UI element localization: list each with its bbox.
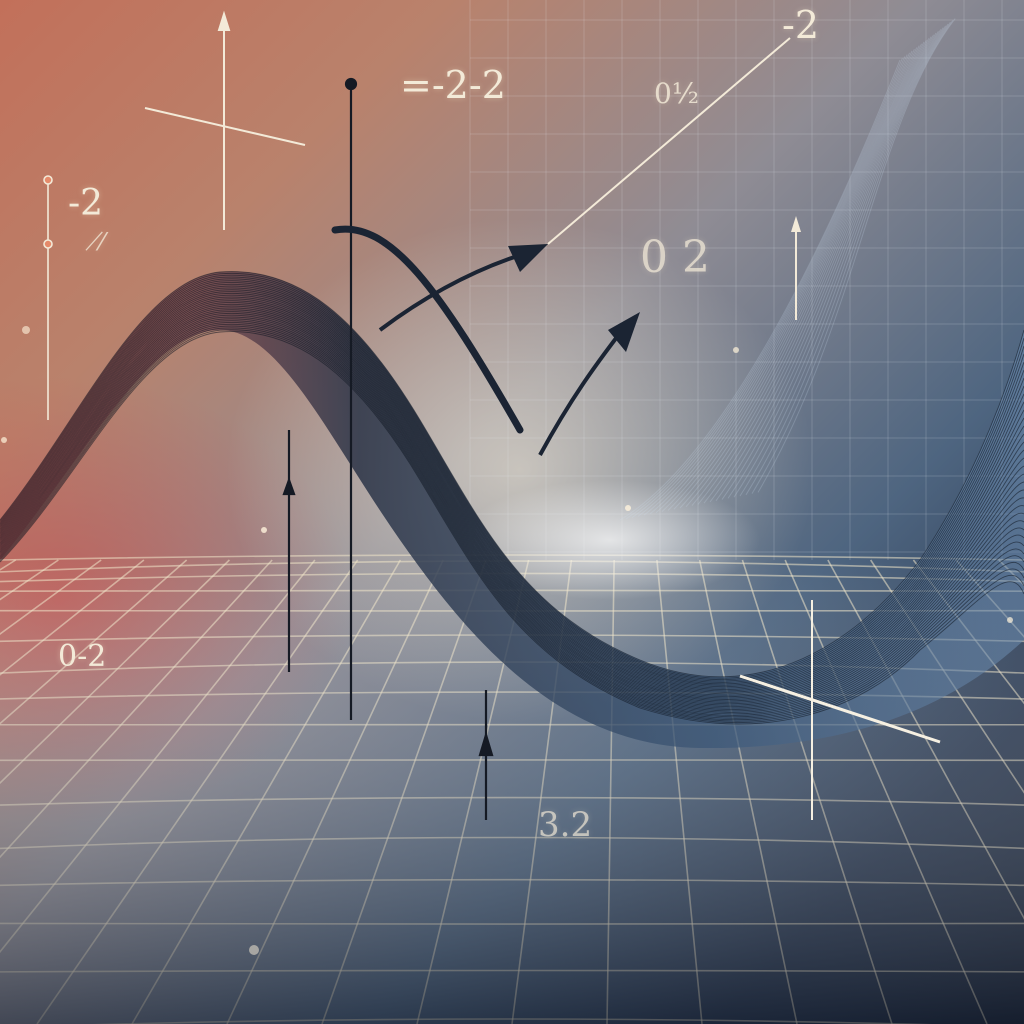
math-label-upper-mid: 0½	[654, 77, 699, 110]
wave-mesh-line	[0, 278, 1024, 683]
background-wave-line	[733, 25, 947, 498]
wave-mesh-line	[0, 287, 1024, 690]
background-wave-line	[685, 39, 927, 508]
math-label-lower-left: 0-2	[58, 639, 107, 674]
wave-mesh-line	[0, 318, 1024, 715]
background-wave-line	[697, 36, 932, 505]
vertical-markers	[282, 77, 494, 820]
wave-surface	[0, 271, 1024, 749]
math-label-center-right: 0 2	[640, 232, 710, 283]
background-wave-line	[625, 58, 903, 520]
wave-mesh-line	[0, 322, 1024, 718]
left-thin-markers	[43, 175, 53, 420]
background-wave-line	[637, 54, 908, 517]
wave-mesh-line	[0, 316, 1024, 713]
background-wave-line	[619, 59, 901, 521]
wave-mesh-line	[0, 329, 1024, 723]
background-wave-line	[751, 20, 954, 494]
wave-mesh-lines	[0, 271, 1024, 725]
wave-mesh-line	[0, 314, 1024, 712]
wave-mesh-line	[0, 271, 1024, 678]
background-wave-line	[655, 48, 915, 514]
background-wave-line	[739, 23, 949, 497]
background-wave-line	[757, 18, 956, 493]
wave-mesh-line	[0, 325, 1024, 721]
background-wave-line	[691, 38, 930, 506]
coordinate-axes	[144, 10, 306, 230]
wave-mesh-line	[0, 289, 1024, 692]
wave-mesh-line	[0, 309, 1024, 708]
wave-mesh-line	[0, 312, 1024, 710]
background-wave-line	[715, 30, 939, 502]
math-label-left-small: ⁄̸	[100, 228, 105, 256]
wave-mesh-line	[0, 280, 1024, 685]
wave-mesh-line	[0, 298, 1024, 699]
background-wave-surface	[619, 18, 956, 521]
background-wave-line	[727, 27, 944, 499]
background-wave-line	[673, 43, 923, 510]
background-wave-line	[721, 29, 942, 500]
wave-mesh-line	[0, 323, 1024, 719]
math-label-left: -2	[68, 183, 104, 224]
wave-mesh-line	[0, 283, 1024, 688]
wave-mesh-line	[0, 276, 1024, 682]
math-label-bottom: 3.2	[538, 805, 593, 845]
lower-right-axis-cross	[739, 600, 941, 820]
curved-arrows	[331, 37, 801, 456]
wave-mesh-line	[0, 305, 1024, 705]
wave-mesh-line	[0, 296, 1024, 698]
wave-mesh-line	[0, 303, 1024, 703]
wave-mesh-line	[0, 311, 1024, 709]
background-wave-line	[709, 32, 937, 503]
background-wave-line	[643, 52, 911, 516]
background-wave-line	[649, 50, 913, 515]
wave-mesh-line	[0, 327, 1024, 722]
wave-mesh-line	[0, 282, 1024, 686]
background-wave-line	[703, 34, 935, 504]
background-wave-line	[745, 21, 951, 496]
math-label-top-right: -2	[782, 3, 820, 47]
wave-mesh-line	[0, 291, 1024, 693]
wave-mesh-line	[0, 274, 1024, 680]
sparkle-dots	[1, 326, 1013, 955]
math-label-top-center: =-2-2	[400, 63, 506, 107]
wave-mesh-line	[0, 285, 1024, 689]
wave-mesh-line	[0, 300, 1024, 700]
wave-mesh-line	[0, 302, 1024, 702]
wave-mesh-line	[0, 307, 1024, 706]
wave-mesh-line	[0, 292, 1024, 695]
wave-mesh-line	[0, 331, 1024, 725]
wave-mesh-line	[0, 294, 1024, 696]
light-glow	[460, 480, 760, 600]
background-wave-line	[667, 45, 920, 511]
background-wave-line	[679, 41, 925, 509]
wave-mesh-line	[0, 320, 1024, 716]
wave-mesh-line	[0, 272, 1024, 679]
background-wave-line	[631, 56, 906, 519]
back-wall-grid	[469, 0, 1024, 560]
